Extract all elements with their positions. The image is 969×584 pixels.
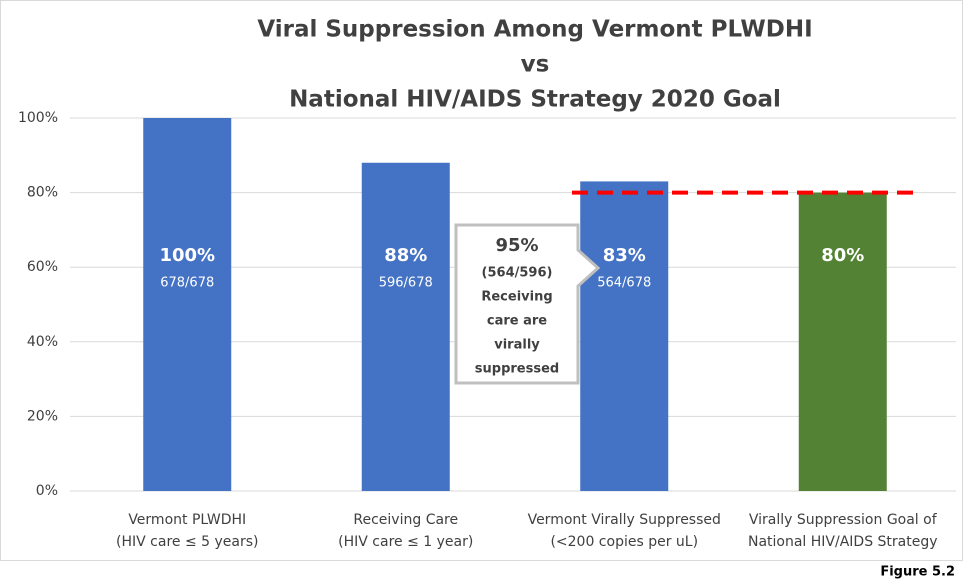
data-sublabel: 564/678 (597, 276, 651, 291)
y-tick-label: 100% (18, 110, 58, 126)
x-tick-label: (HIV care ≤ 1 year) (338, 534, 473, 550)
callout-label: 95% (495, 235, 538, 256)
chart-title: vs (521, 52, 550, 78)
y-tick-label: 20% (27, 408, 58, 424)
data-label: 80% (821, 245, 864, 266)
data-sublabel: 596/678 (379, 276, 433, 291)
x-tick-label: Virally Suppression Goal of (749, 512, 938, 528)
bar (143, 118, 232, 491)
data-label: 100% (159, 245, 215, 266)
y-tick-label: 40% (27, 334, 58, 350)
x-tick-label: (<200 copies per uL) (550, 534, 698, 550)
data-label: 83% (603, 245, 646, 266)
chart-title: Viral Suppression Among Vermont PLWDHI (257, 17, 812, 43)
callout-text: suppressed (475, 362, 559, 377)
chart-title: National HIV/AIDS Strategy 2020 Goal (289, 87, 781, 113)
y-tick-label: 0% (36, 483, 58, 499)
x-tick-label: (HIV care ≤ 5 years) (116, 534, 258, 550)
y-tick-label: 80% (27, 185, 58, 201)
x-tick-label: National HIV/AIDS Strategy (748, 534, 938, 550)
data-sublabel: 678/678 (160, 276, 214, 291)
callout-text: Receiving (481, 290, 552, 305)
bar (361, 162, 450, 491)
bar (798, 192, 887, 491)
x-tick-label: Vermont Virally Suppressed (528, 512, 721, 528)
callout-text: virally (494, 338, 540, 353)
y-tick-label: 60% (27, 259, 58, 275)
x-tick-label: Receiving Care (353, 512, 458, 528)
figure-label: Figure 5.2 (880, 565, 955, 580)
callout-text: (564/596) (482, 266, 553, 281)
callout-box (454, 223, 601, 385)
bar (580, 181, 669, 491)
callout-text: care are (487, 314, 547, 329)
x-tick-label: Vermont PLWDHI (128, 512, 246, 528)
data-label: 88% (384, 245, 427, 266)
